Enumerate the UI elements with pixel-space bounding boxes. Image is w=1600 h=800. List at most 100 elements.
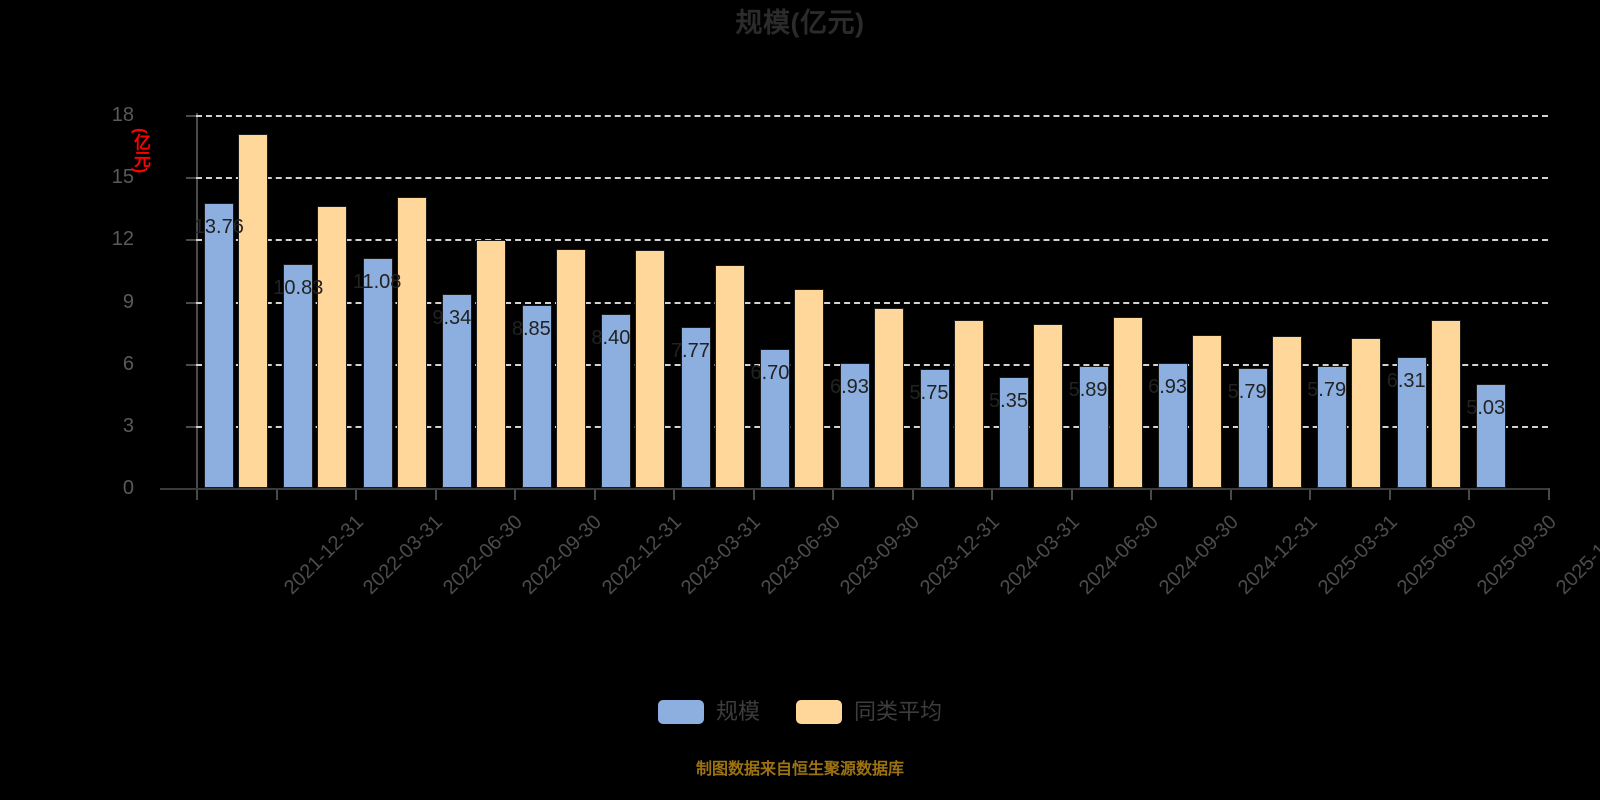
- bar[interactable]: [283, 263, 314, 488]
- x-axis-tick-mark: [434, 488, 437, 500]
- y-axis-tick-mark: [186, 239, 196, 242]
- legend: 规模 同类平均: [0, 700, 1600, 724]
- legend-swatch-icon: [657, 700, 704, 724]
- bar-value-label: 5.79: [1227, 381, 1267, 404]
- legend-label: 同类平均: [854, 699, 943, 724]
- bar[interactable]: [1033, 324, 1064, 488]
- x-axis-tick-label: 2024-12-31: [1234, 511, 1322, 599]
- x-axis-tick-label: 2023-12-31: [915, 511, 1004, 599]
- y-axis-tick-mark: [186, 115, 196, 117]
- bar-value-label: 10.83: [273, 276, 324, 299]
- bar-value-label: 6.31: [1386, 370, 1426, 393]
- bar[interactable]: [1237, 368, 1268, 488]
- x-axis-tick-label: 2025-09-30: [1472, 511, 1561, 599]
- y-axis-tick-label: 9: [122, 290, 134, 313]
- bar[interactable]: [1317, 365, 1348, 488]
- y-axis-tick-mark: [186, 425, 196, 428]
- bar[interactable]: [317, 206, 348, 488]
- bar-value-label: 5.89: [1068, 378, 1108, 401]
- bar[interactable]: [1158, 363, 1189, 488]
- y-axis-tick-label: 18: [111, 104, 134, 126]
- x-axis-tick-label: 2023-03-31: [677, 511, 766, 599]
- bar-value-label: 13.76: [193, 215, 244, 238]
- x-axis-tick-mark: [991, 488, 994, 500]
- bar-value-label: 6.70: [750, 362, 790, 385]
- x-axis-tick-label: 2024-06-30: [1075, 511, 1163, 599]
- bar[interactable]: [680, 327, 711, 488]
- bar[interactable]: [1271, 335, 1302, 488]
- x-axis-tick-mark: [1548, 488, 1550, 500]
- bar[interactable]: [874, 307, 904, 488]
- bar[interactable]: [714, 265, 745, 488]
- y-axis-tick-label: 0: [122, 477, 134, 499]
- x-axis-tick-label: 2025-06-30: [1393, 511, 1482, 599]
- bar[interactable]: [760, 349, 791, 488]
- legend-swatch-icon: [796, 700, 842, 724]
- x-axis-tick-mark: [514, 488, 517, 500]
- x-axis-tick-mark: [673, 488, 676, 500]
- bar[interactable]: [1192, 334, 1223, 488]
- bar[interactable]: [203, 202, 234, 488]
- y-axis-tick-mark: [186, 301, 196, 304]
- y-axis-tick-mark: [186, 363, 196, 366]
- bar[interactable]: [1476, 383, 1507, 488]
- bar[interactable]: [919, 368, 950, 488]
- legend-item[interactable]: 规模: [657, 700, 760, 724]
- x-axis-tick-mark: [1468, 488, 1471, 500]
- bar[interactable]: [237, 133, 268, 488]
- bar[interactable]: [1396, 357, 1427, 488]
- bar-value-label: 5.03: [1466, 396, 1506, 419]
- bar[interactable]: [1430, 320, 1461, 488]
- x-axis-tick-mark: [1388, 488, 1391, 500]
- bar-value-label: 5.75: [909, 381, 949, 404]
- x-axis-tick-label: 2022-03-31: [359, 511, 448, 599]
- bar-value-label: 8.85: [511, 317, 551, 340]
- bar[interactable]: [396, 196, 427, 488]
- x-axis-tick-label: 2023-09-30: [836, 511, 925, 599]
- x-axis-tick-label: 2025-03-31: [1313, 511, 1402, 599]
- bar[interactable]: [1078, 365, 1109, 488]
- bar-value-label: 8.40: [591, 326, 631, 349]
- x-axis-tick-mark: [1229, 488, 1232, 500]
- gridline: [196, 177, 1548, 180]
- bar[interactable]: [794, 289, 825, 488]
- bar[interactable]: [521, 304, 552, 488]
- x-axis-tick-label: 2021-12-31: [279, 511, 368, 599]
- bar[interactable]: [442, 294, 473, 488]
- bar[interactable]: [953, 320, 984, 488]
- bar[interactable]: [1351, 337, 1382, 488]
- bar-value-label: 5.35: [989, 390, 1028, 413]
- x-axis-line: [160, 488, 1548, 490]
- x-axis-tick-mark: [355, 488, 358, 500]
- page-title: 规模(亿元): [735, 8, 865, 38]
- bar[interactable]: [476, 240, 507, 488]
- bar[interactable]: [635, 249, 666, 488]
- bar[interactable]: [999, 377, 1030, 488]
- gridline: [196, 425, 1548, 428]
- y-axis-title: (亿元): [131, 128, 150, 174]
- gridline: [196, 301, 1548, 304]
- x-axis-tick-mark: [593, 488, 596, 500]
- gridline: [196, 239, 1548, 242]
- bar[interactable]: [362, 258, 393, 488]
- y-axis-tick-label: 3: [122, 414, 134, 437]
- bar[interactable]: [840, 363, 870, 488]
- y-axis-tick-label: 12: [111, 228, 134, 251]
- x-axis-tick-label: 2022-12-31: [597, 511, 686, 599]
- x-axis-tick-label: 2024-03-31: [995, 511, 1084, 599]
- footer-source-text: 制图数据来自恒生聚源数据库: [695, 761, 904, 778]
- y-axis-tick-mark: [186, 177, 196, 180]
- y-axis-tick-label: 15: [111, 166, 134, 189]
- bar[interactable]: [601, 313, 632, 488]
- gridline: [196, 115, 1548, 117]
- x-axis-tick-mark: [196, 488, 198, 500]
- x-axis-tick-mark: [752, 488, 755, 500]
- bar[interactable]: [555, 248, 586, 488]
- bar-value-label: 11.08: [352, 271, 402, 294]
- bar-value-label: 5.79: [1307, 378, 1347, 401]
- bar-value-label: 7.77: [670, 339, 710, 362]
- x-axis-tick-mark: [275, 488, 278, 500]
- legend-item[interactable]: 同类平均: [796, 700, 942, 724]
- bar[interactable]: [1112, 317, 1143, 488]
- x-axis-tick-mark: [911, 488, 914, 500]
